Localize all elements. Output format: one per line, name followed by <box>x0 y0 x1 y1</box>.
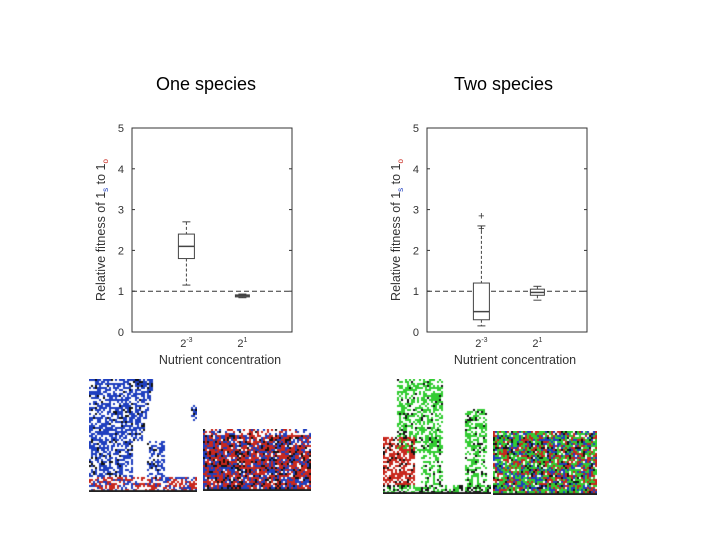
x-tick-label: 21 <box>237 337 247 350</box>
two-species-boxplot: 0 1 2 3 4 5 ++2-3 21 Nutrient concentration Relat… <box>389 123 588 367</box>
axes-frame <box>426 127 588 333</box>
y-tick-label: 5 <box>118 123 124 135</box>
one-species-boxplot: 0 1 2 3 4 5 2-3 21 Nutrient concentration Relativ… <box>94 123 293 367</box>
box <box>472 282 490 321</box>
two-species-low-nutrient-colony-image <box>383 379 491 494</box>
y-axis-label: Relative fitness of 1s to 1o <box>94 159 110 301</box>
y-tick-label: 4 <box>118 164 124 176</box>
two-species-heading: Two species <box>454 74 554 94</box>
one-species-high-nutrient-colony-image <box>203 429 311 491</box>
y-tick-label: 0 <box>118 327 124 339</box>
outlier-marker: + <box>478 223 484 235</box>
x-tick-label: 2-3 <box>180 337 192 350</box>
y-tick-label: 2 <box>118 245 124 257</box>
outlier-marker: + <box>478 211 484 223</box>
y-tick-label: 3 <box>413 205 419 217</box>
one-species-low-nutrient-colony-image <box>89 379 197 492</box>
x-axis-label: Nutrient concentration <box>159 353 281 367</box>
y-tick-label: 0 <box>413 327 419 339</box>
axes-frame <box>131 127 293 333</box>
one-species-heading: One species <box>156 74 257 94</box>
y-tick-label: 2 <box>413 245 419 257</box>
y-tick-label: 4 <box>413 164 419 176</box>
y-tick-label: 5 <box>413 123 419 135</box>
x-tick-label: 21 <box>532 337 542 350</box>
y-tick-label: 1 <box>118 286 124 298</box>
y-tick-label: 1 <box>413 286 419 298</box>
y-tick-label: 3 <box>118 205 124 217</box>
two-species-high-nutrient-colony-image <box>493 431 597 495</box>
x-axis-label: Nutrient concentration <box>454 353 576 367</box>
y-axis-label: Relative fitness of 1s to 1o <box>389 159 405 301</box>
x-tick-label: 2-3 <box>475 337 487 350</box>
